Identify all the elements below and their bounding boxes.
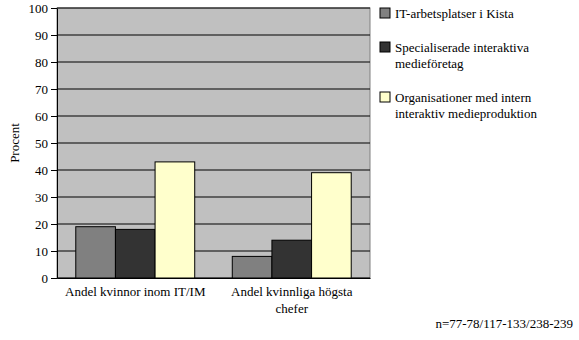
- legend: IT-arbetsplatser i Kista Specialiserade i…: [380, 6, 537, 121]
- legend-item: IT-arbetsplatser i Kista: [380, 6, 514, 21]
- grid-line: [57, 89, 370, 90]
- y-tick-mark: [51, 8, 57, 9]
- y-axis: 0 10 20 30 40 50 60 70 80 90 100: [29, 1, 58, 286]
- text-line: Specialiserade interaktiva: [395, 40, 529, 55]
- y-tick: 30: [35, 190, 57, 205]
- y-tick-mark: [51, 116, 57, 117]
- annotation: n=77-78/117-133/238-239: [435, 316, 573, 331]
- y-tick: 20: [35, 217, 57, 232]
- y-tick-label: 20: [35, 217, 48, 232]
- legend-swatch: [380, 92, 390, 102]
- text-line: Andel kvinnor inom IT/IM: [65, 284, 206, 299]
- bar: [272, 240, 312, 278]
- y-tick-mark: [51, 170, 57, 171]
- y-tick: 10: [35, 244, 57, 259]
- y-tick: 50: [35, 136, 57, 151]
- legend-label: Specialiserade interaktivamedieföretag: [395, 40, 529, 71]
- bar: [76, 227, 116, 278]
- legend-item: Specialiserade interaktivamedieföretag: [380, 40, 529, 71]
- chart: 0 10 20 30 40 50 60 70 80 90 100 Andel kvinnor inom…: [0, 0, 579, 340]
- text-line: interaktiv medieproduktion: [395, 106, 537, 121]
- bar: [115, 229, 155, 278]
- bar: [312, 173, 352, 278]
- y-tick-label: 10: [35, 244, 48, 259]
- x-axis-line: [58, 278, 371, 279]
- legend-swatch: [380, 42, 390, 52]
- x-axis: Andel kvinnor inom IT/IM Andel kvinnliga …: [58, 279, 371, 317]
- bar: [155, 162, 195, 278]
- y-tick: 40: [35, 163, 57, 178]
- y-tick-label: 60: [35, 109, 48, 124]
- grid-line: [57, 8, 370, 9]
- y-tick: 70: [35, 82, 57, 97]
- y-tick-mark: [51, 89, 57, 90]
- y-tick-mark: [51, 62, 57, 63]
- y-tick: 60: [35, 109, 57, 124]
- x-tick: Andel kvinnor inom IT/IM: [65, 284, 206, 299]
- y-tick: 80: [35, 55, 57, 70]
- y-tick-mark: [51, 251, 57, 252]
- grid-line: [57, 62, 370, 63]
- y-tick-label: 90: [35, 28, 48, 43]
- grid-line: [57, 116, 370, 117]
- y-tick: 90: [35, 28, 57, 43]
- y-axis-line: [57, 9, 58, 279]
- bars: [76, 162, 351, 278]
- y-tick-mark: [51, 35, 57, 36]
- plot-background: [57, 8, 370, 278]
- y-tick: 100: [29, 1, 58, 16]
- x-tick-label: Andel kvinnor inom IT/IM: [65, 284, 206, 299]
- x-tick: Andel kvinnliga högsta chefer: [231, 284, 353, 316]
- text-line: IT-arbetsplatser i Kista: [395, 6, 514, 21]
- bar: [232, 256, 272, 278]
- text-line: chefer: [276, 301, 309, 316]
- grid-line: [57, 143, 370, 144]
- legend-label: IT-arbetsplatser i Kista: [395, 6, 514, 21]
- y-tick: 0: [42, 271, 58, 286]
- y-tick-label: 80: [35, 55, 48, 70]
- grid: [57, 8, 370, 278]
- y-tick-mark: [51, 197, 57, 198]
- grid-line: [57, 35, 370, 36]
- y-tick-mark: [51, 278, 57, 279]
- y-tick-mark: [51, 224, 57, 225]
- legend-swatch: [380, 8, 390, 18]
- text-line: Andel kvinnliga högsta: [231, 284, 353, 299]
- text-line: medieföretag: [395, 56, 464, 71]
- y-tick-label: 0: [42, 271, 49, 286]
- grid-line: [57, 170, 370, 171]
- y-tick-label: 50: [35, 136, 48, 151]
- x-tick-label: Andel kvinnliga högsta chefer: [231, 284, 353, 316]
- y-tick-label: 40: [35, 163, 48, 178]
- legend-label: Organisationer med interninteraktiv medi…: [395, 90, 537, 121]
- y-tick-label: 100: [29, 1, 49, 16]
- text-line: Organisationer med intern: [395, 90, 532, 105]
- plot: 0 10 20 30 40 50 60 70 80 90 100 Andel kvinnor inom…: [29, 1, 371, 316]
- y-tick-label: 30: [35, 190, 48, 205]
- y-tick-label: 70: [35, 82, 48, 97]
- legend-item: Organisationer med interninteraktiv medi…: [380, 90, 537, 121]
- y-tick-mark: [51, 143, 57, 144]
- y-axis-title: Procent: [7, 123, 22, 163]
